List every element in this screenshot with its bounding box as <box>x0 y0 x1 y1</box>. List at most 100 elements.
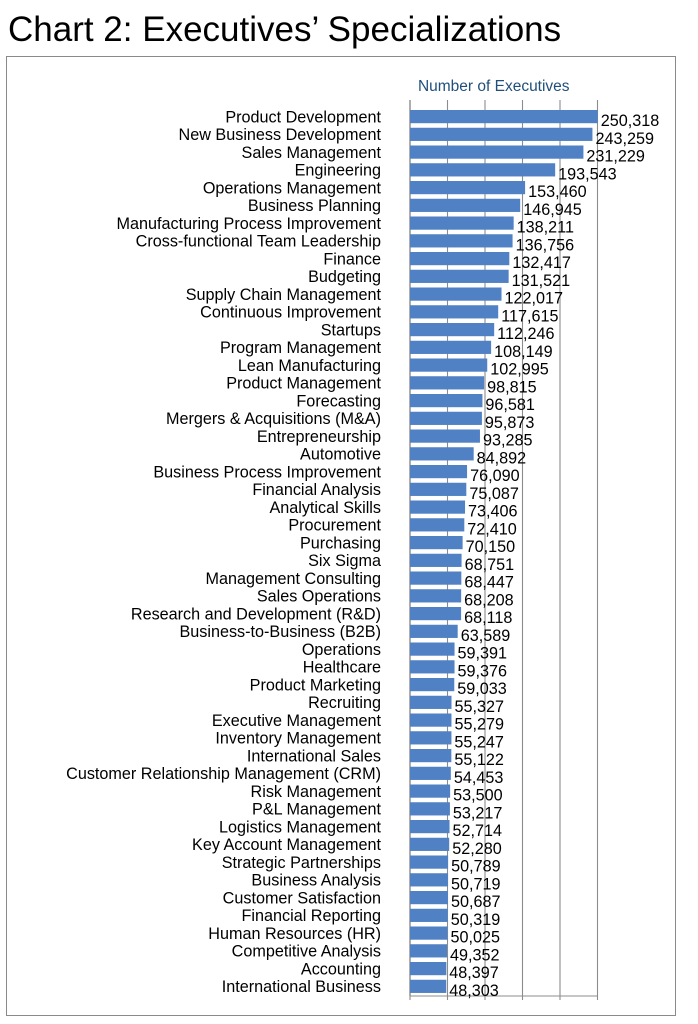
bar <box>410 323 495 337</box>
category-label: Accounting <box>301 960 381 978</box>
category-label: Lean Manufacturing <box>238 357 381 375</box>
bar <box>410 198 521 212</box>
value-label: 55,247 <box>454 733 504 751</box>
bar <box>410 500 466 514</box>
value-label: 52,280 <box>452 840 502 858</box>
bar <box>410 287 502 301</box>
value-label: 55,327 <box>454 698 504 716</box>
category-label: P&L Management <box>252 801 381 819</box>
category-label: Six Sigma <box>308 552 381 570</box>
bar <box>410 110 598 124</box>
value-label: 108,149 <box>494 343 553 361</box>
value-label: 250,318 <box>601 112 660 130</box>
category-label: Business Planning <box>248 197 381 215</box>
category-label: Product Development <box>225 108 381 126</box>
value-label: 146,945 <box>523 201 582 219</box>
bar <box>410 749 452 763</box>
category-label: Sales Management <box>242 144 382 162</box>
bar <box>410 571 462 585</box>
bar <box>410 518 465 532</box>
value-label: 50,789 <box>451 858 501 876</box>
category-label: International Sales <box>247 747 381 765</box>
bar <box>410 660 455 674</box>
category-label: Engineering <box>295 162 381 180</box>
value-label: 136,756 <box>516 236 575 254</box>
bar <box>410 979 447 993</box>
value-label: 98,815 <box>487 378 537 396</box>
value-label: 122,017 <box>505 290 564 308</box>
category-label: Business Analysis <box>251 872 381 890</box>
value-label: 117,615 <box>501 307 558 325</box>
value-label: 54,453 <box>454 769 504 787</box>
chart-frame <box>6 56 676 1016</box>
bar <box>410 713 452 727</box>
value-label: 102,995 <box>490 361 549 379</box>
value-label: 68,447 <box>464 574 514 592</box>
bar <box>410 429 480 443</box>
value-label: 68,118 <box>464 609 512 627</box>
value-label: 96,581 <box>485 396 535 414</box>
category-label: Product Marketing <box>250 676 381 694</box>
category-label: Mergers & Acquisitions (M&A) <box>166 410 381 428</box>
category-label: Finance <box>323 250 381 268</box>
value-label: 49,352 <box>450 946 500 964</box>
category-label: Risk Management <box>251 783 382 801</box>
category-label: New Business Development <box>179 126 382 144</box>
value-label: 243,259 <box>595 130 654 148</box>
value-label: 48,303 <box>449 982 499 1000</box>
category-label: Executive Management <box>212 712 382 730</box>
bar <box>410 589 462 603</box>
bar <box>410 802 450 816</box>
category-label: Business-to-Business (B2B) <box>179 623 381 641</box>
value-label: 70,150 <box>466 538 516 556</box>
bar <box>410 482 467 496</box>
bar <box>410 358 488 372</box>
bar <box>410 908 448 922</box>
category-label: Entrepreneurship <box>257 428 381 446</box>
value-label: 50,719 <box>451 875 501 893</box>
bar <box>410 252 510 266</box>
category-label: Program Management <box>220 339 382 357</box>
value-label: 68,751 <box>465 556 515 574</box>
value-label: 193,543 <box>558 165 617 183</box>
bar <box>410 340 492 354</box>
bar <box>410 127 593 141</box>
bar <box>410 855 449 869</box>
value-label: 52,714 <box>453 822 503 840</box>
category-label: Analytical Skills <box>269 499 381 517</box>
category-label: Business Process Improvement <box>153 463 381 481</box>
category-label: Continuous Improvement <box>200 304 381 322</box>
bar <box>410 944 448 958</box>
category-label: Purchasing <box>300 534 381 552</box>
value-label: 59,376 <box>458 662 508 680</box>
category-label: Customer Relationship Management (CRM) <box>66 765 381 783</box>
value-label: 53,217 <box>453 804 503 822</box>
bar <box>410 642 455 656</box>
category-label: Operations Management <box>203 179 382 197</box>
bar <box>410 784 451 798</box>
value-label: 50,025 <box>451 929 501 947</box>
value-label: 153,460 <box>528 183 587 201</box>
bar <box>410 553 462 567</box>
bar <box>410 926 448 940</box>
bar <box>410 376 485 390</box>
bar <box>410 536 463 550</box>
category-label: Recruiting <box>308 694 381 712</box>
value-label: 93,285 <box>483 432 533 450</box>
bar <box>410 145 584 159</box>
category-label: Sales Operations <box>257 588 381 606</box>
value-label: 50,319 <box>451 911 501 929</box>
bar <box>410 181 526 195</box>
value-label: 55,279 <box>454 716 504 734</box>
bar <box>410 731 452 745</box>
category-label: Automotive <box>300 446 381 464</box>
value-label: 73,406 <box>468 503 518 521</box>
value-label: 53,500 <box>453 787 503 805</box>
bar <box>410 234 513 248</box>
category-label: Customer Satisfaction <box>223 889 381 907</box>
category-label: Operations <box>302 641 381 659</box>
category-label: Research and Development (R&D) <box>131 605 381 623</box>
bar <box>410 891 449 905</box>
value-label: 48,397 <box>449 964 499 982</box>
